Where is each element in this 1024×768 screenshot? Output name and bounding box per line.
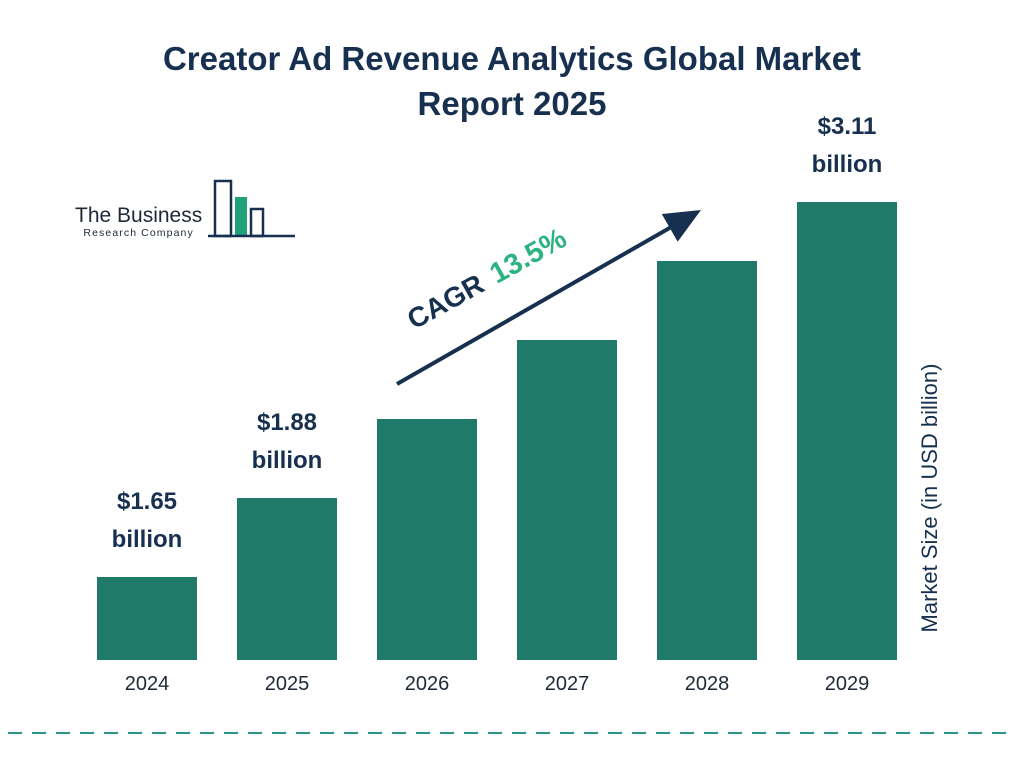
logo-bar-chart-icon xyxy=(208,179,296,238)
bar-year-label: 2027 xyxy=(544,673,590,695)
bar-chart: $1.65 billion 2024 $1.88 billion 2025 20… xyxy=(97,108,897,695)
bar-year-label: 2028 xyxy=(684,673,730,695)
bar-value-label: $1.65 billion xyxy=(111,488,183,553)
bar-rect xyxy=(517,340,617,660)
y-axis-label: Market Size (in USD billion) xyxy=(917,363,942,633)
page-title: Creator Ad Revenue Analytics Global Mark… xyxy=(0,36,1024,126)
bar-rect xyxy=(97,577,197,660)
logo-name-line1: The Business xyxy=(75,204,203,227)
logo-name-line2: Research Company xyxy=(83,227,194,239)
bar-column: 2026 xyxy=(377,108,477,695)
bar-value-label: $3.11 billion xyxy=(811,113,883,178)
bar-year-label: 2029 xyxy=(824,673,870,695)
bar-year-label: 2024 xyxy=(124,673,170,695)
bar-rect xyxy=(657,261,757,660)
bar-column: $1.65 billion 2024 xyxy=(97,108,197,695)
bar-column: $1.88 billion 2025 xyxy=(237,108,337,695)
bar-rect xyxy=(377,419,477,660)
bottom-dashed-line xyxy=(8,732,1016,734)
bar-column: 2028 xyxy=(657,108,757,695)
bar-column: $3.11 billion 2029 xyxy=(797,108,897,695)
bar-column: 2027 xyxy=(517,108,617,695)
page-title-line1: Creator Ad Revenue Analytics Global Mark… xyxy=(162,40,862,77)
page-title-line2: Report 2025 xyxy=(417,85,607,122)
bar-rect xyxy=(237,498,337,660)
company-logo: The Business Research Company xyxy=(75,178,296,242)
bar-rect xyxy=(797,202,897,660)
bar-year-label: 2025 xyxy=(264,673,310,695)
bar-year-label: 2026 xyxy=(404,673,450,695)
company-logo-text: The Business Research Company xyxy=(75,205,202,242)
bar-value-label: $1.88 billion xyxy=(251,409,323,474)
